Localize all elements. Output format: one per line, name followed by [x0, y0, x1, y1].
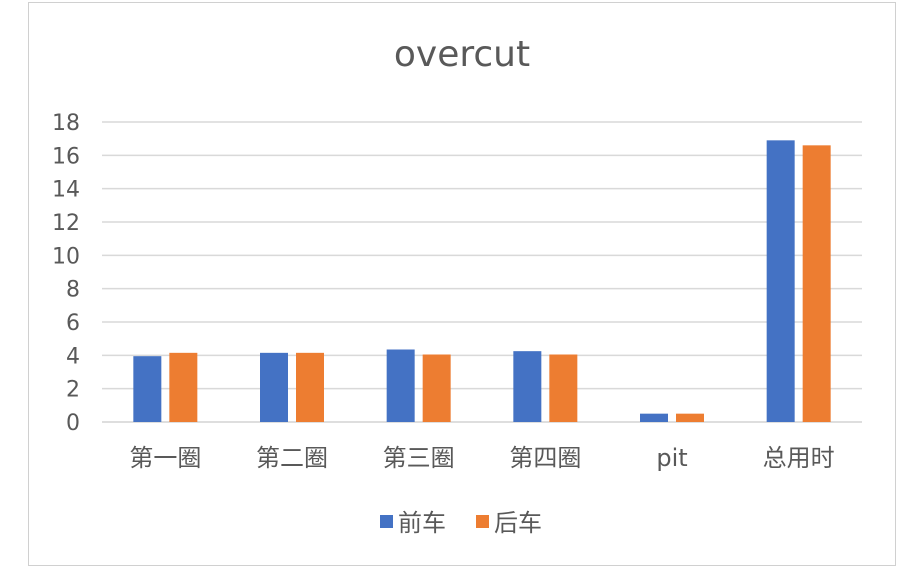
- x-category-label: pit: [656, 444, 687, 472]
- legend-label: 前车: [398, 509, 446, 537]
- bar-rear-car: [802, 145, 831, 423]
- x-category-label: 第三圈: [383, 444, 455, 472]
- bars: [133, 140, 831, 423]
- bar-rear-car: [549, 354, 578, 422]
- bar-rear-car: [296, 352, 324, 422]
- y-tick-label: 4: [66, 344, 80, 369]
- y-tick-label: 8: [66, 278, 80, 303]
- bar-front-car: [133, 356, 162, 422]
- bar-front-car: [513, 351, 542, 422]
- bar-rear-car: [422, 354, 451, 422]
- chart-title: overcut: [394, 34, 530, 75]
- legend-swatch: [380, 515, 393, 528]
- chart-frame: [28, 2, 896, 566]
- x-category-label: 第一圈: [129, 444, 201, 472]
- y-tick-label: 6: [66, 311, 80, 336]
- bar-front-car: [640, 413, 668, 422]
- y-tick-label: 10: [52, 244, 80, 269]
- bar-front-car: [260, 352, 288, 422]
- gridlines: [102, 121, 862, 423]
- y-axis-ticks: 0 2 4 6 8 10 12 14 16 18: [52, 111, 80, 436]
- x-category-label: 总用时: [763, 444, 835, 472]
- y-tick-label: 16: [52, 144, 80, 169]
- x-category-label: 第四圈: [509, 444, 581, 472]
- bar-rear-car: [169, 352, 198, 422]
- y-tick-label: 18: [52, 111, 80, 136]
- x-category-label: 第二圈: [256, 444, 328, 472]
- y-tick-label: 0: [66, 411, 80, 436]
- legend: 前车 后车: [380, 509, 542, 537]
- bar-front-car: [766, 140, 795, 423]
- bar-rear-car: [676, 413, 704, 422]
- bar-front-car: [386, 349, 415, 422]
- y-tick-label: 12: [52, 211, 80, 236]
- legend-label: 后车: [494, 509, 542, 537]
- y-tick-label: 2: [66, 378, 80, 403]
- y-tick-label: 14: [52, 178, 80, 203]
- x-axis-categories: 第一圈 第二圈 第三圈 第四圈 pit 总用时: [129, 444, 834, 472]
- legend-swatch: [476, 515, 489, 528]
